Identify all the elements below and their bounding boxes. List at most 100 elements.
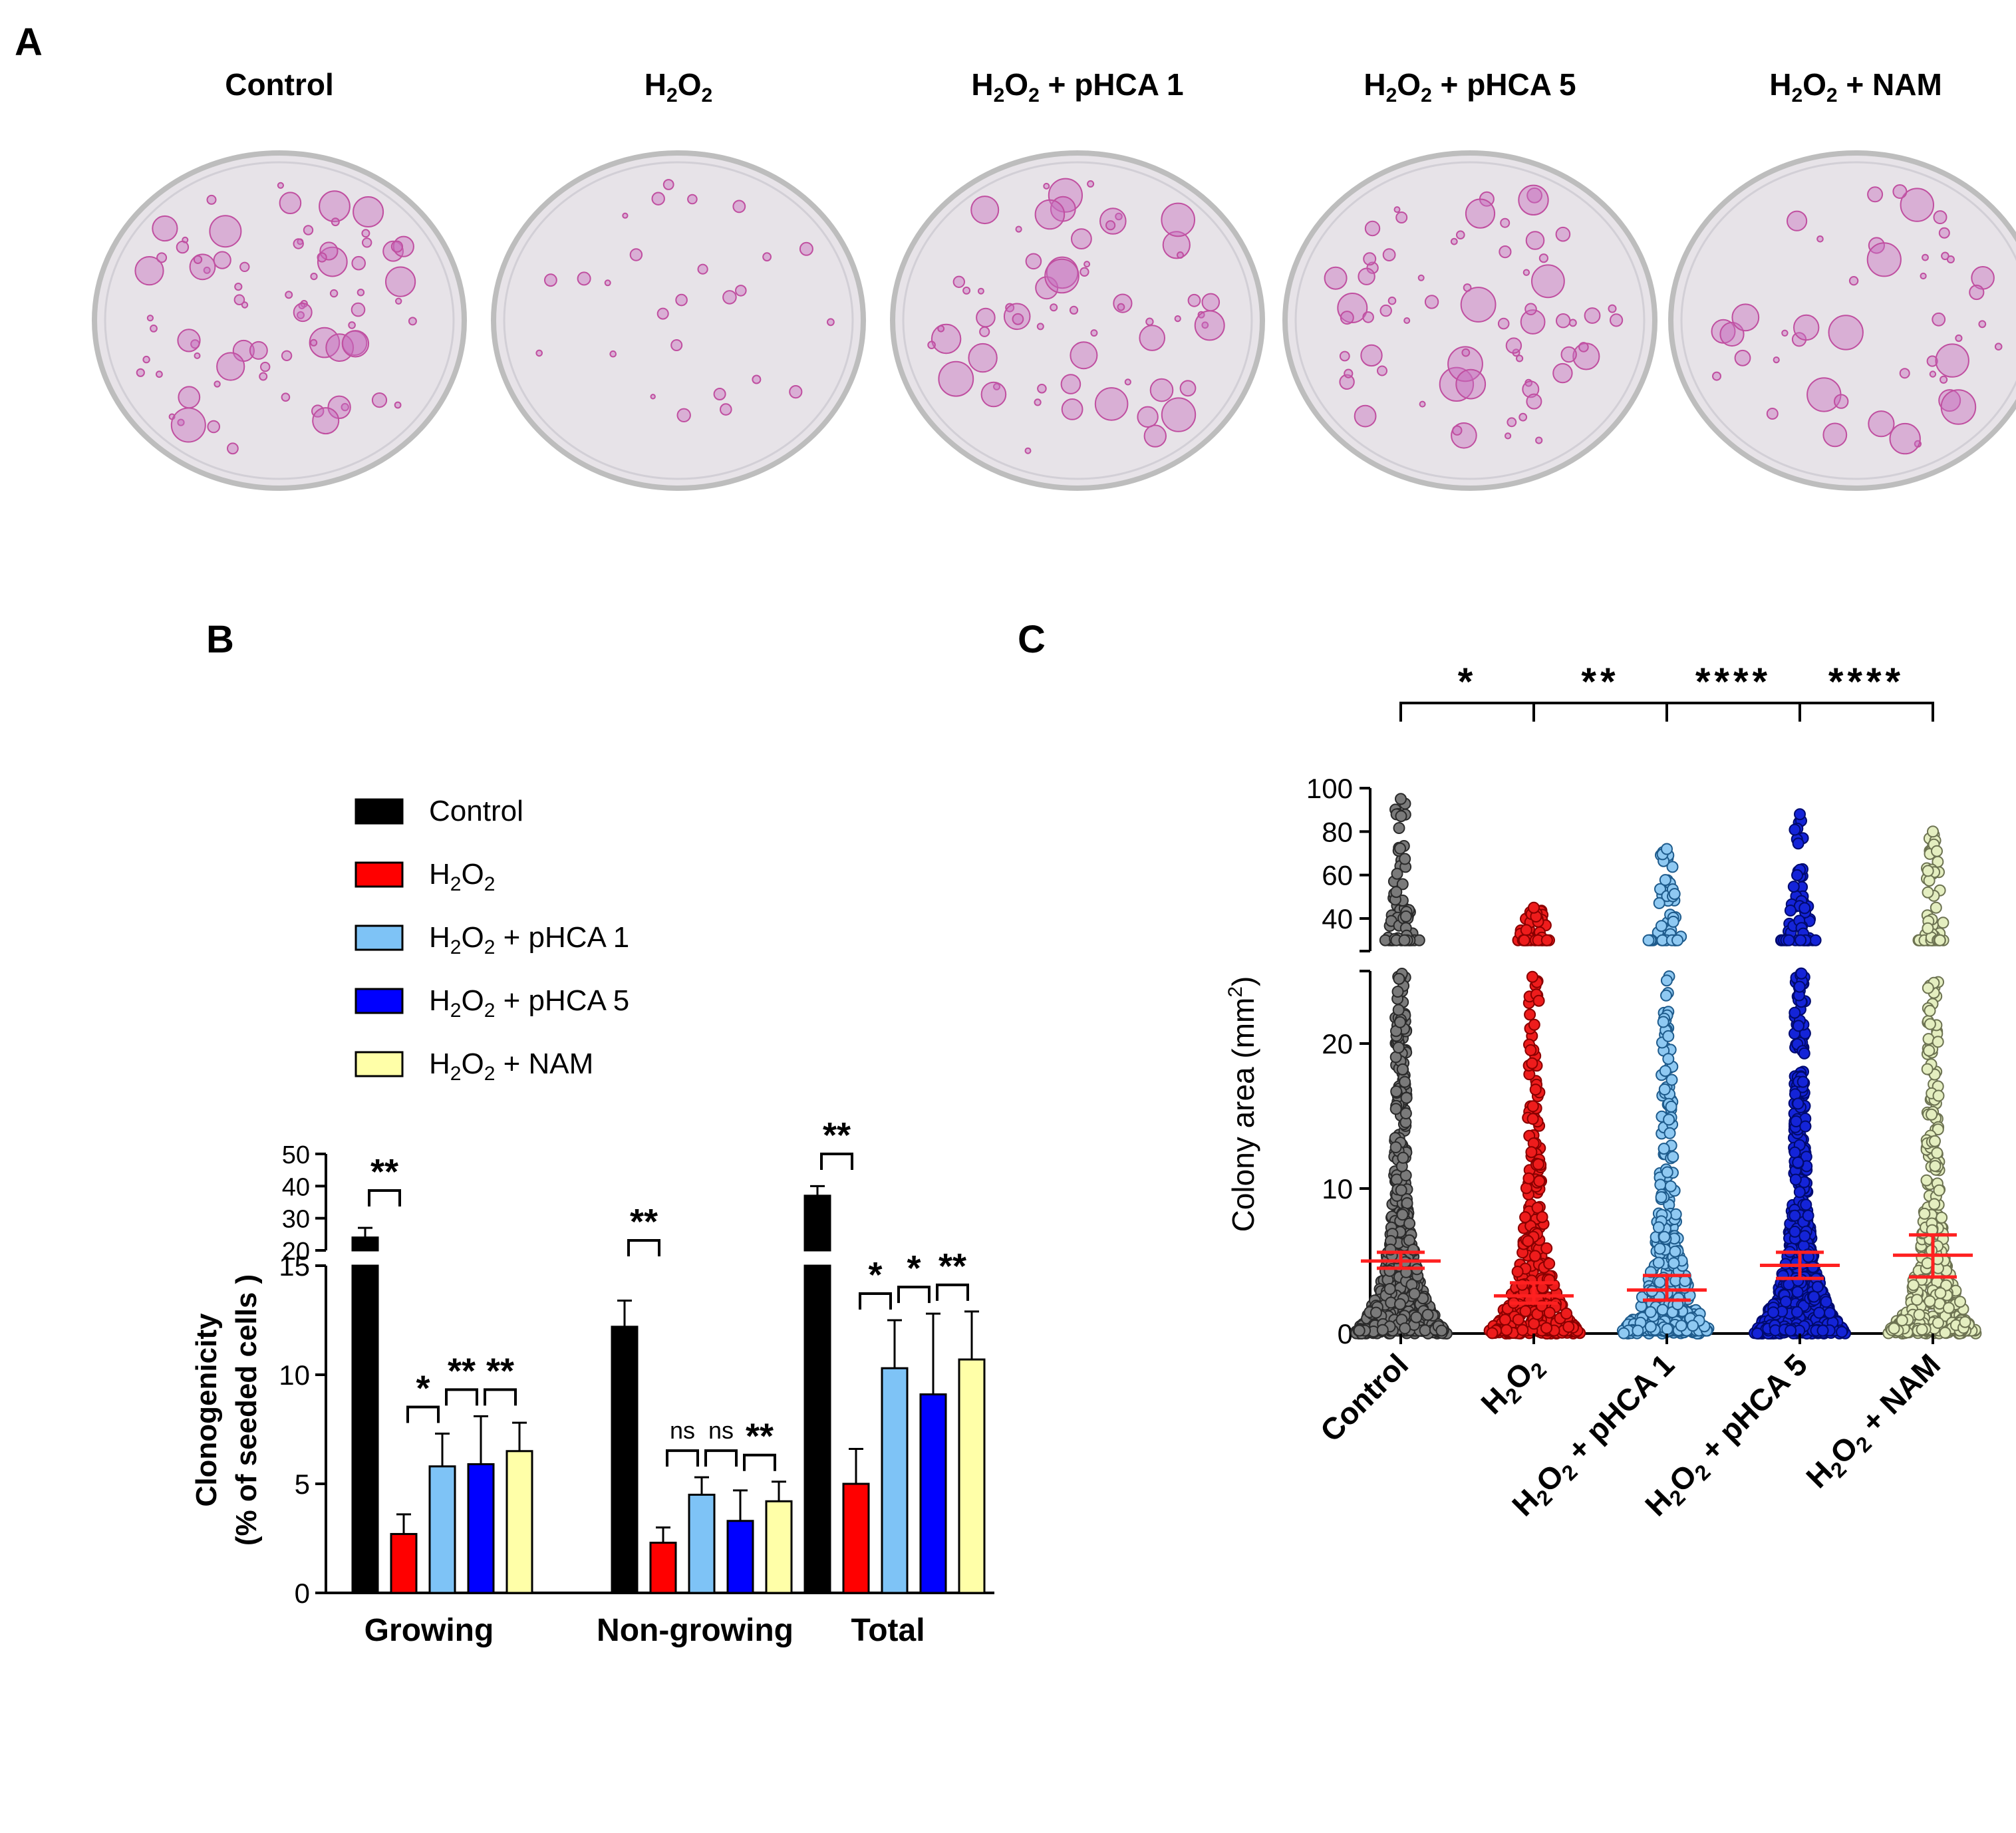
colony bbox=[234, 283, 243, 291]
subscript: 2 bbox=[1826, 84, 1838, 107]
colony bbox=[609, 350, 617, 358]
dish-inner-rim bbox=[902, 161, 1253, 480]
data-point bbox=[1921, 1063, 1934, 1075]
data-point bbox=[1525, 1146, 1538, 1159]
colony bbox=[348, 321, 356, 329]
colony bbox=[329, 289, 339, 298]
data-point bbox=[1799, 1120, 1812, 1133]
data-point bbox=[1399, 1107, 1412, 1119]
data-point bbox=[1665, 1073, 1678, 1086]
significance-bracket bbox=[1799, 702, 1934, 722]
legend-label: H2O2 + pHCA 5 bbox=[429, 984, 629, 1022]
scatter-column bbox=[1882, 825, 1982, 1340]
data-point bbox=[1959, 1316, 1971, 1328]
colony bbox=[1034, 398, 1042, 406]
colony bbox=[1379, 304, 1392, 317]
colony bbox=[1179, 380, 1197, 397]
colony bbox=[146, 315, 154, 322]
data-point bbox=[1922, 922, 1934, 934]
data-point bbox=[1671, 934, 1683, 946]
colony bbox=[216, 352, 245, 381]
subscript: 2 bbox=[1421, 84, 1432, 107]
data-point bbox=[1399, 910, 1412, 922]
colony bbox=[676, 408, 691, 422]
colony bbox=[1781, 329, 1789, 337]
colony bbox=[1455, 368, 1487, 400]
dish-title-text: + pHCA 1 bbox=[1039, 67, 1184, 102]
colony bbox=[976, 307, 996, 328]
petri-dish-photo bbox=[1668, 150, 2016, 491]
legend-label: Control bbox=[429, 795, 523, 827]
colony bbox=[357, 289, 365, 297]
y-tick-label: 5 bbox=[295, 1469, 310, 1500]
colony bbox=[1087, 180, 1095, 188]
colony bbox=[1994, 343, 2003, 351]
colony bbox=[662, 179, 674, 190]
data-point bbox=[1792, 1097, 1804, 1110]
data-point bbox=[1791, 1306, 1803, 1318]
data-point bbox=[1522, 1235, 1534, 1248]
colony bbox=[1037, 384, 1047, 394]
colony bbox=[1395, 212, 1408, 223]
data-point bbox=[1816, 1324, 1829, 1337]
colony bbox=[1524, 303, 1537, 316]
data-point bbox=[1795, 967, 1808, 980]
colony bbox=[1364, 220, 1381, 237]
data-point bbox=[1751, 1327, 1764, 1340]
data-point bbox=[1792, 1156, 1804, 1169]
colony bbox=[1712, 371, 1721, 381]
significance-label: ** bbox=[1581, 660, 1619, 704]
data-point bbox=[1398, 934, 1411, 946]
data-point bbox=[1667, 1151, 1679, 1163]
significance-bracket bbox=[820, 1153, 853, 1170]
colony bbox=[152, 215, 178, 242]
data-point bbox=[1836, 1326, 1848, 1338]
colony bbox=[732, 200, 746, 213]
colony bbox=[285, 291, 293, 299]
colony bbox=[303, 225, 314, 235]
colony bbox=[177, 329, 201, 352]
y-tick-label: 50 bbox=[282, 1141, 310, 1169]
data-point bbox=[1389, 1141, 1402, 1153]
colony bbox=[968, 343, 998, 373]
data-point bbox=[1519, 1305, 1532, 1318]
colony bbox=[697, 263, 708, 275]
colony bbox=[233, 294, 245, 305]
colony bbox=[1090, 329, 1098, 337]
data-point bbox=[1369, 1306, 1382, 1319]
data-point bbox=[1543, 1306, 1556, 1319]
y-tick-label: 15 bbox=[279, 1250, 310, 1282]
data-point bbox=[1661, 1323, 1673, 1336]
data-point bbox=[1913, 1308, 1926, 1321]
dish-title-text: H bbox=[1769, 67, 1792, 102]
colony bbox=[1499, 245, 1512, 259]
colony bbox=[178, 386, 201, 409]
colony bbox=[1105, 220, 1116, 231]
colony bbox=[1161, 397, 1197, 432]
significance-label: ** bbox=[630, 1202, 658, 1242]
dish-title-text: H bbox=[971, 67, 994, 102]
colony bbox=[1500, 217, 1511, 228]
data-point bbox=[1934, 934, 1946, 946]
colony bbox=[1935, 343, 1969, 378]
colony bbox=[1363, 252, 1377, 266]
colony bbox=[281, 350, 293, 361]
data-point bbox=[1657, 1016, 1669, 1028]
colony bbox=[1194, 310, 1225, 341]
colony bbox=[1538, 253, 1548, 263]
data-point bbox=[1390, 886, 1403, 899]
bar bbox=[351, 1236, 379, 1252]
colony bbox=[762, 252, 772, 262]
colony bbox=[1161, 202, 1196, 237]
colony bbox=[312, 407, 340, 435]
colony bbox=[319, 190, 351, 223]
petri-dish-photo bbox=[890, 150, 1265, 491]
data-point bbox=[1793, 1186, 1806, 1198]
data-point bbox=[1519, 1211, 1532, 1224]
data-point bbox=[1659, 1065, 1671, 1077]
data-point bbox=[1675, 1320, 1687, 1332]
data-point bbox=[1664, 1180, 1677, 1193]
colony bbox=[656, 307, 669, 320]
data-point bbox=[1394, 842, 1407, 855]
colony bbox=[277, 182, 284, 189]
